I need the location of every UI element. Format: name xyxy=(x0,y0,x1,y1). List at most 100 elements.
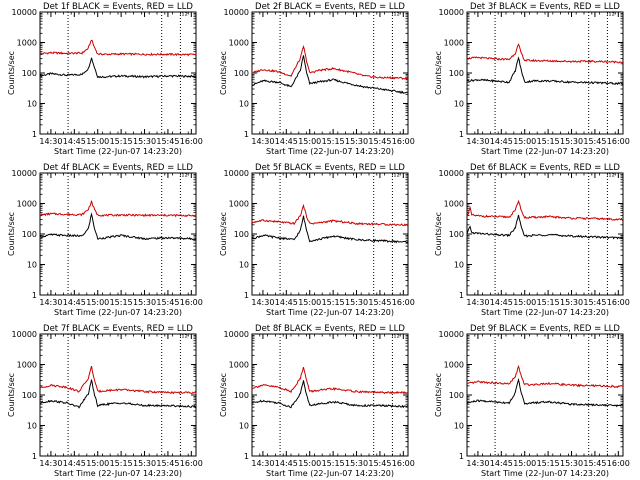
plot-frame xyxy=(39,333,197,457)
x-tick-label: 16:00 xyxy=(180,459,203,468)
x-tick-label: 15:30 xyxy=(133,137,156,146)
y-tick-label: 1 xyxy=(244,130,249,139)
detector-panel-7: 1 10 100 1000 10000 14:30 14:45 15:00 15:15 15:30… xyxy=(7,324,203,478)
x-tick-label: 15:00 xyxy=(513,298,536,307)
x-tick-label: 15:45 xyxy=(368,298,391,307)
x-tick-label: 16:00 xyxy=(607,459,630,468)
x-tick-label: 14:30 xyxy=(466,298,489,307)
series-line-lld xyxy=(39,39,197,57)
plot-frame xyxy=(251,333,409,457)
x-tick-label: 15:45 xyxy=(583,137,606,146)
x-tick-label: 15:30 xyxy=(560,459,583,468)
x-tick-label: 14:30 xyxy=(251,459,274,468)
plot-frame xyxy=(466,333,624,457)
x-tick-label: 15:00 xyxy=(86,298,109,307)
y-tick-label: 1 xyxy=(32,452,37,461)
x-axis-label: Start Time (22-Jun-07 14:23:20) xyxy=(266,469,394,478)
panel-title: Det 3f BLACK = Events, RED = LLD xyxy=(470,2,620,12)
x-tick-label: 15:45 xyxy=(583,298,606,307)
x-tick-label: 14:30 xyxy=(39,298,62,307)
y-axis-label: Counts/sec xyxy=(434,373,443,417)
x-tick-label: 14:45 xyxy=(63,459,86,468)
x-tick-label: 15:15 xyxy=(537,298,560,307)
y-tick-label: 10 xyxy=(239,422,249,431)
panel-title: Det 1f BLACK = Events, RED = LLD xyxy=(43,2,193,12)
x-tick-label: 14:45 xyxy=(490,137,513,146)
x-tick-label: 14:45 xyxy=(63,137,86,146)
x-tick-label: 15:15 xyxy=(322,137,345,146)
x-tick-label: 14:45 xyxy=(490,298,513,307)
y-tick-label: 1000 xyxy=(229,200,249,209)
detector-panel-9: 1 10 100 1000 10000 14:30 14:45 15:00 15:15 15:30… xyxy=(434,324,630,478)
series-line-events xyxy=(39,379,197,409)
y-tick-label: 1 xyxy=(244,452,249,461)
series-line-lld xyxy=(39,365,197,395)
panel-title: Det 7f BLACK = Events, RED = LLD xyxy=(43,324,193,334)
y-axis-label: Counts/sec xyxy=(219,212,228,256)
x-tick-label: 15:00 xyxy=(298,459,321,468)
series-line-events xyxy=(466,56,624,86)
series-line-events xyxy=(39,212,197,241)
y-tick-label: 100 xyxy=(449,69,464,78)
y-tick-label: 1 xyxy=(459,130,464,139)
x-tick-label: 14:45 xyxy=(275,459,298,468)
series-line-events xyxy=(251,380,409,409)
top-marker-glyph: ¹² xyxy=(608,172,614,181)
y-axis-label: Counts/sec xyxy=(7,212,16,256)
series-line-lld xyxy=(467,364,624,389)
x-tick-label: 16:00 xyxy=(180,137,203,146)
x-tick-label: 15:15 xyxy=(322,298,345,307)
x-tick-label: 14:30 xyxy=(251,137,274,146)
x-tick-label: 14:45 xyxy=(275,298,298,307)
x-tick-label: 14:45 xyxy=(275,137,298,146)
x-tick-label: 15:30 xyxy=(345,459,368,468)
y-axis-label: Counts/sec xyxy=(7,373,16,417)
series-line-lld xyxy=(251,203,409,227)
y-tick-label: 10 xyxy=(239,261,249,270)
y-tick-label: 1 xyxy=(244,291,249,300)
x-tick-label: 15:00 xyxy=(86,459,109,468)
y-tick-label: 10000 xyxy=(439,330,464,339)
top-marker-glyph: ¹² xyxy=(181,172,187,181)
x-tick-label: 14:30 xyxy=(251,298,274,307)
x-tick-label: 15:15 xyxy=(322,459,345,468)
y-tick-label: 1 xyxy=(459,291,464,300)
y-tick-label: 10000 xyxy=(12,8,37,17)
series-line-lld xyxy=(251,366,409,395)
x-tick-label: 14:30 xyxy=(39,459,62,468)
x-tick-label: 15:30 xyxy=(133,459,156,468)
top-marker-glyph: ¹² xyxy=(393,11,399,20)
y-axis-label: Counts/sec xyxy=(219,373,228,417)
x-tick-label: 15:30 xyxy=(345,298,368,307)
x-tick-label: 15:00 xyxy=(298,137,321,146)
y-tick-label: 1000 xyxy=(229,39,249,48)
plot-frame xyxy=(251,11,409,135)
top-marker-glyph: ¹² xyxy=(608,11,614,20)
x-tick-label: 15:15 xyxy=(110,298,133,307)
y-axis-label: Counts/sec xyxy=(434,51,443,95)
x-tick-label: 15:30 xyxy=(560,137,583,146)
y-tick-label: 100 xyxy=(449,391,464,400)
y-tick-label: 1000 xyxy=(17,200,37,209)
y-axis-label: Counts/sec xyxy=(219,51,228,95)
panel-title: Det 8f BLACK = Events, RED = LLD xyxy=(255,324,405,334)
x-tick-label: 15:45 xyxy=(156,459,179,468)
y-tick-label: 1000 xyxy=(17,361,37,370)
x-tick-label: 16:00 xyxy=(392,137,415,146)
x-tick-label: 15:00 xyxy=(513,459,536,468)
x-tick-label: 16:00 xyxy=(180,298,203,307)
detector-panel-4: 1 10 100 1000 10000 14:30 14:45 15:00 15:15 15:30… xyxy=(7,163,203,317)
x-axis-label: Start Time (22-Jun-07 14:23:20) xyxy=(481,147,609,156)
x-tick-label: 15:00 xyxy=(513,137,536,146)
detector-panel-8: 1 10 100 1000 10000 14:30 14:45 15:00 15:15 15:30… xyxy=(219,324,415,478)
top-marker-glyph: ¹² xyxy=(393,172,399,181)
x-tick-label: 15:15 xyxy=(110,137,133,146)
x-tick-label: 15:15 xyxy=(110,459,133,468)
x-axis-label: Start Time (22-Jun-07 14:23:20) xyxy=(266,147,394,156)
y-tick-label: 10 xyxy=(454,100,464,109)
top-marker-glyph: ¹² xyxy=(181,11,187,20)
x-tick-label: 14:30 xyxy=(39,137,62,146)
y-tick-label: 1 xyxy=(32,291,37,300)
plot-frame xyxy=(39,172,197,296)
